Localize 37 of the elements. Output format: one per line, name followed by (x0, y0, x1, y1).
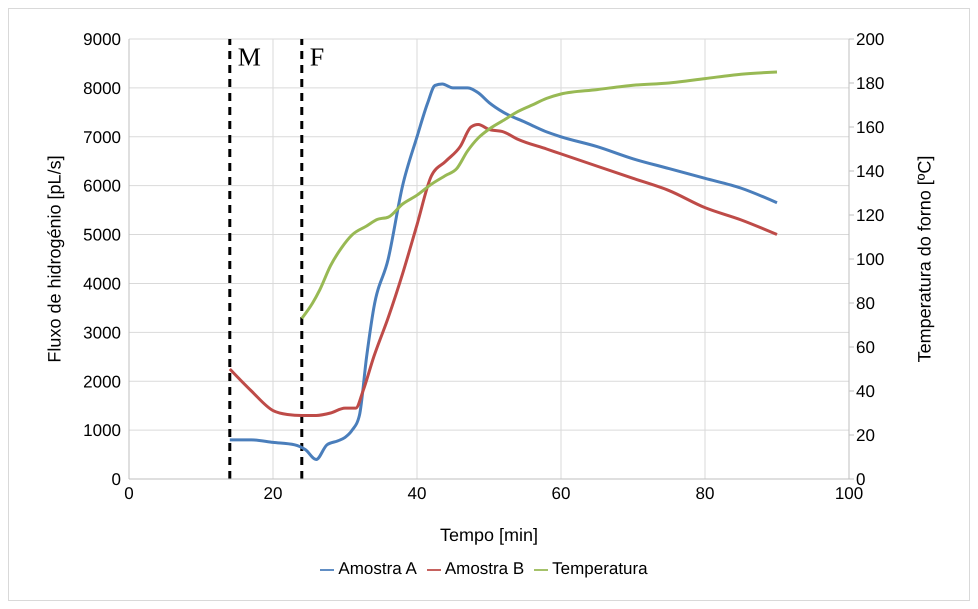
y2-tick-label: 100 (856, 250, 884, 270)
x-tick-label: 0 (124, 484, 134, 504)
y-tick-label: 3000 (83, 323, 121, 342)
x-tick-label: 60 (552, 484, 570, 504)
line-series (228, 123, 778, 417)
y2-tick-label: 80 (856, 294, 875, 314)
y-tick-label: 1000 (83, 421, 121, 440)
x-tick-label: 80 (696, 484, 714, 504)
x-axis-title: Tempo [min] (440, 525, 538, 545)
y2-tick-label: 140 (856, 162, 884, 182)
y-tick-label: 2000 (83, 372, 121, 392)
y-tick-label: 9000 (83, 30, 121, 50)
y-tick-label: 0 (112, 470, 121, 490)
y2-tick-label: 60 (856, 338, 875, 358)
y-tick-label: 7000 (83, 128, 121, 147)
legend-label: Amostra A (338, 559, 417, 578)
line-series (300, 70, 778, 320)
y-tick-label: 5000 (83, 226, 121, 245)
y2-axis-title: Temperatura do forno [ºC] (914, 156, 934, 362)
y-tick-label: 6000 (83, 176, 121, 196)
x-tick-label: 20 (264, 484, 282, 504)
y2-tick-label: 180 (856, 74, 884, 94)
legend-label: Amostra B (444, 559, 524, 578)
y-axis-title: Fluxo de hidrogénio [pL/s] (44, 155, 64, 363)
ref-line-label: F (310, 42, 324, 72)
y2-tick-label: 20 (856, 426, 875, 446)
y2-tick-label: 40 (856, 382, 875, 402)
legend-label: Temperatura (552, 559, 648, 578)
x-tick-label: 40 (408, 484, 426, 504)
y2-tick-label: 120 (856, 206, 884, 226)
y2-tick-label: 160 (856, 118, 884, 138)
y-tick-label: 4000 (83, 274, 121, 294)
y-tick-label: 8000 (83, 78, 121, 98)
y2-tick-label: 200 (856, 30, 884, 50)
x-tick-label: 100 (834, 484, 864, 504)
ref-line-label: M (238, 42, 261, 72)
line-series (228, 82, 778, 461)
